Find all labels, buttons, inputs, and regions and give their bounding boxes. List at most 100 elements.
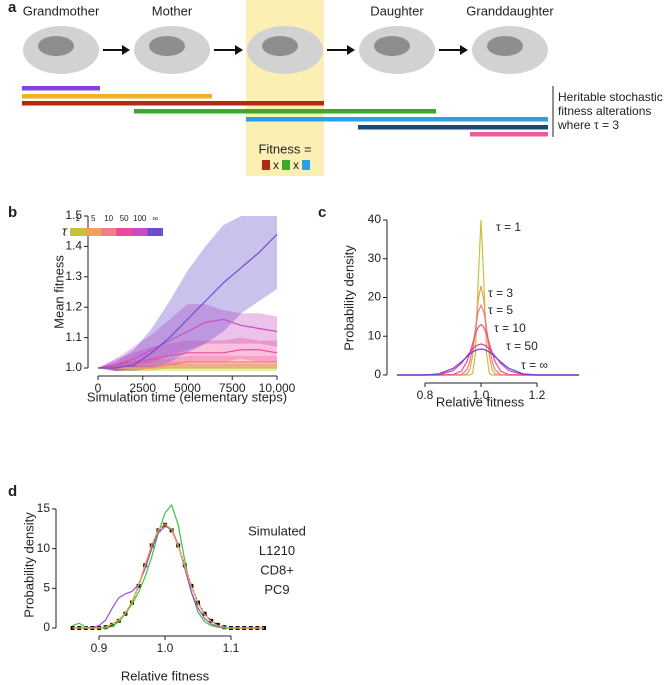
y-tick-label: 30 [368,251,382,265]
y-tick-label: 15 [37,501,51,515]
series-line [397,348,579,376]
x-tick-label: 0.8 [417,388,434,402]
y-tick-label: 5 [43,580,50,594]
y-axis-label: Mean fitness [51,255,66,329]
x-tick-label: 1.2 [529,388,546,402]
series-line [397,303,579,376]
x-tick-label: 5000 [174,381,201,395]
factor [282,160,290,170]
nucleus [374,36,410,56]
y-tick-label: 40 [368,212,382,226]
band [98,337,277,372]
x-tick-label: 1.0 [157,641,174,655]
x-tick-label: 0.9 [91,641,108,655]
legend-label: Simulated [248,523,306,538]
x-tick-label: 0 [95,381,102,395]
series-line [97,349,278,369]
cell-label: Mother [152,3,193,18]
legend-label: 5 [91,214,96,223]
legend-swatch [132,228,148,236]
series-line [72,525,264,629]
legend-label: 50 [120,214,129,223]
y-tick-label: 1.1 [65,330,82,344]
fitness-label: Fitness = [258,141,311,156]
marker [163,522,167,527]
y-tick-label: 1.2 [65,299,82,313]
series-label: τ = 10 [494,321,526,335]
bar [246,117,548,122]
series-line [98,233,278,369]
y-tick-label: 20 [368,290,382,304]
y-axis-label: Probability density [21,512,36,618]
series-label: τ = 3 [488,286,513,300]
series-line [97,318,278,369]
series-label: τ = 5 [488,303,513,317]
legend-swatch [70,228,86,236]
panel-label: a [8,0,17,16]
lineage-bars [22,86,548,137]
note: fitness alterations [558,104,651,118]
nucleus [262,36,298,56]
legend-label: 1 [75,214,80,223]
legend-swatch [147,228,163,236]
bar [22,101,324,106]
factor [302,160,310,170]
x-tick-label: 1.0 [473,388,490,402]
legend-title: τ [62,223,68,238]
y-tick-label: 1.3 [65,269,82,283]
series-line [72,503,264,629]
bar [470,132,548,137]
legend-label: 100 [133,214,147,223]
cell-label: Granddaughter [466,3,554,18]
legend-label: L1210 [259,543,295,558]
legend-label: ∞ [152,214,158,223]
panel-label: b [8,204,17,221]
cell-label: Daughter [370,3,424,18]
x-axis-label: Relative fitness [121,668,210,683]
x-axis-label: Simulation time (elementary steps) [87,389,287,404]
note: where τ = 3 [557,118,619,132]
series-line [98,364,277,369]
nucleus [149,36,185,56]
x-axis-label: Relative fitness [436,394,525,409]
series-line [397,343,579,376]
cell-label: Grandmother [23,3,100,18]
series-label: τ = ∞ [521,358,548,372]
y-tick-label: 0 [43,620,50,634]
legend-label: PC9 [264,582,289,597]
y-tick-label: 1.5 [65,208,82,222]
series-label: τ = 1 [496,220,521,234]
arrow-head [122,45,130,55]
band [98,216,277,372]
operator: x [273,158,279,172]
arrow-head [347,45,355,55]
series-line [72,523,264,629]
x-tick-label: 10,000 [259,381,296,395]
panel-label: c [318,204,326,221]
x-tick-label: 2500 [129,381,156,395]
arrow-head [235,45,243,55]
arrow-head [460,45,468,55]
legend-label: CD8+ [260,562,294,577]
y-tick-label: 1.4 [65,239,82,253]
x-tick-label: 7500 [219,381,246,395]
y-tick-label: 10 [37,541,51,555]
y-axis-label: Probability density [341,245,356,351]
bar [22,94,212,99]
factor [262,160,270,170]
band [98,361,277,372]
series-label: τ = 50 [506,339,538,353]
marker [110,622,115,627]
operator: x [293,158,299,172]
legend-label: 10 [104,214,113,223]
legend-swatch [116,228,132,236]
series-line [397,323,579,376]
legend-swatch [85,228,101,236]
nucleus [38,36,74,56]
marker [215,622,220,627]
y-tick-label: 10 [368,328,382,342]
nucleus [487,36,523,56]
band [98,355,277,372]
x-tick-label: 1.1 [223,641,240,655]
